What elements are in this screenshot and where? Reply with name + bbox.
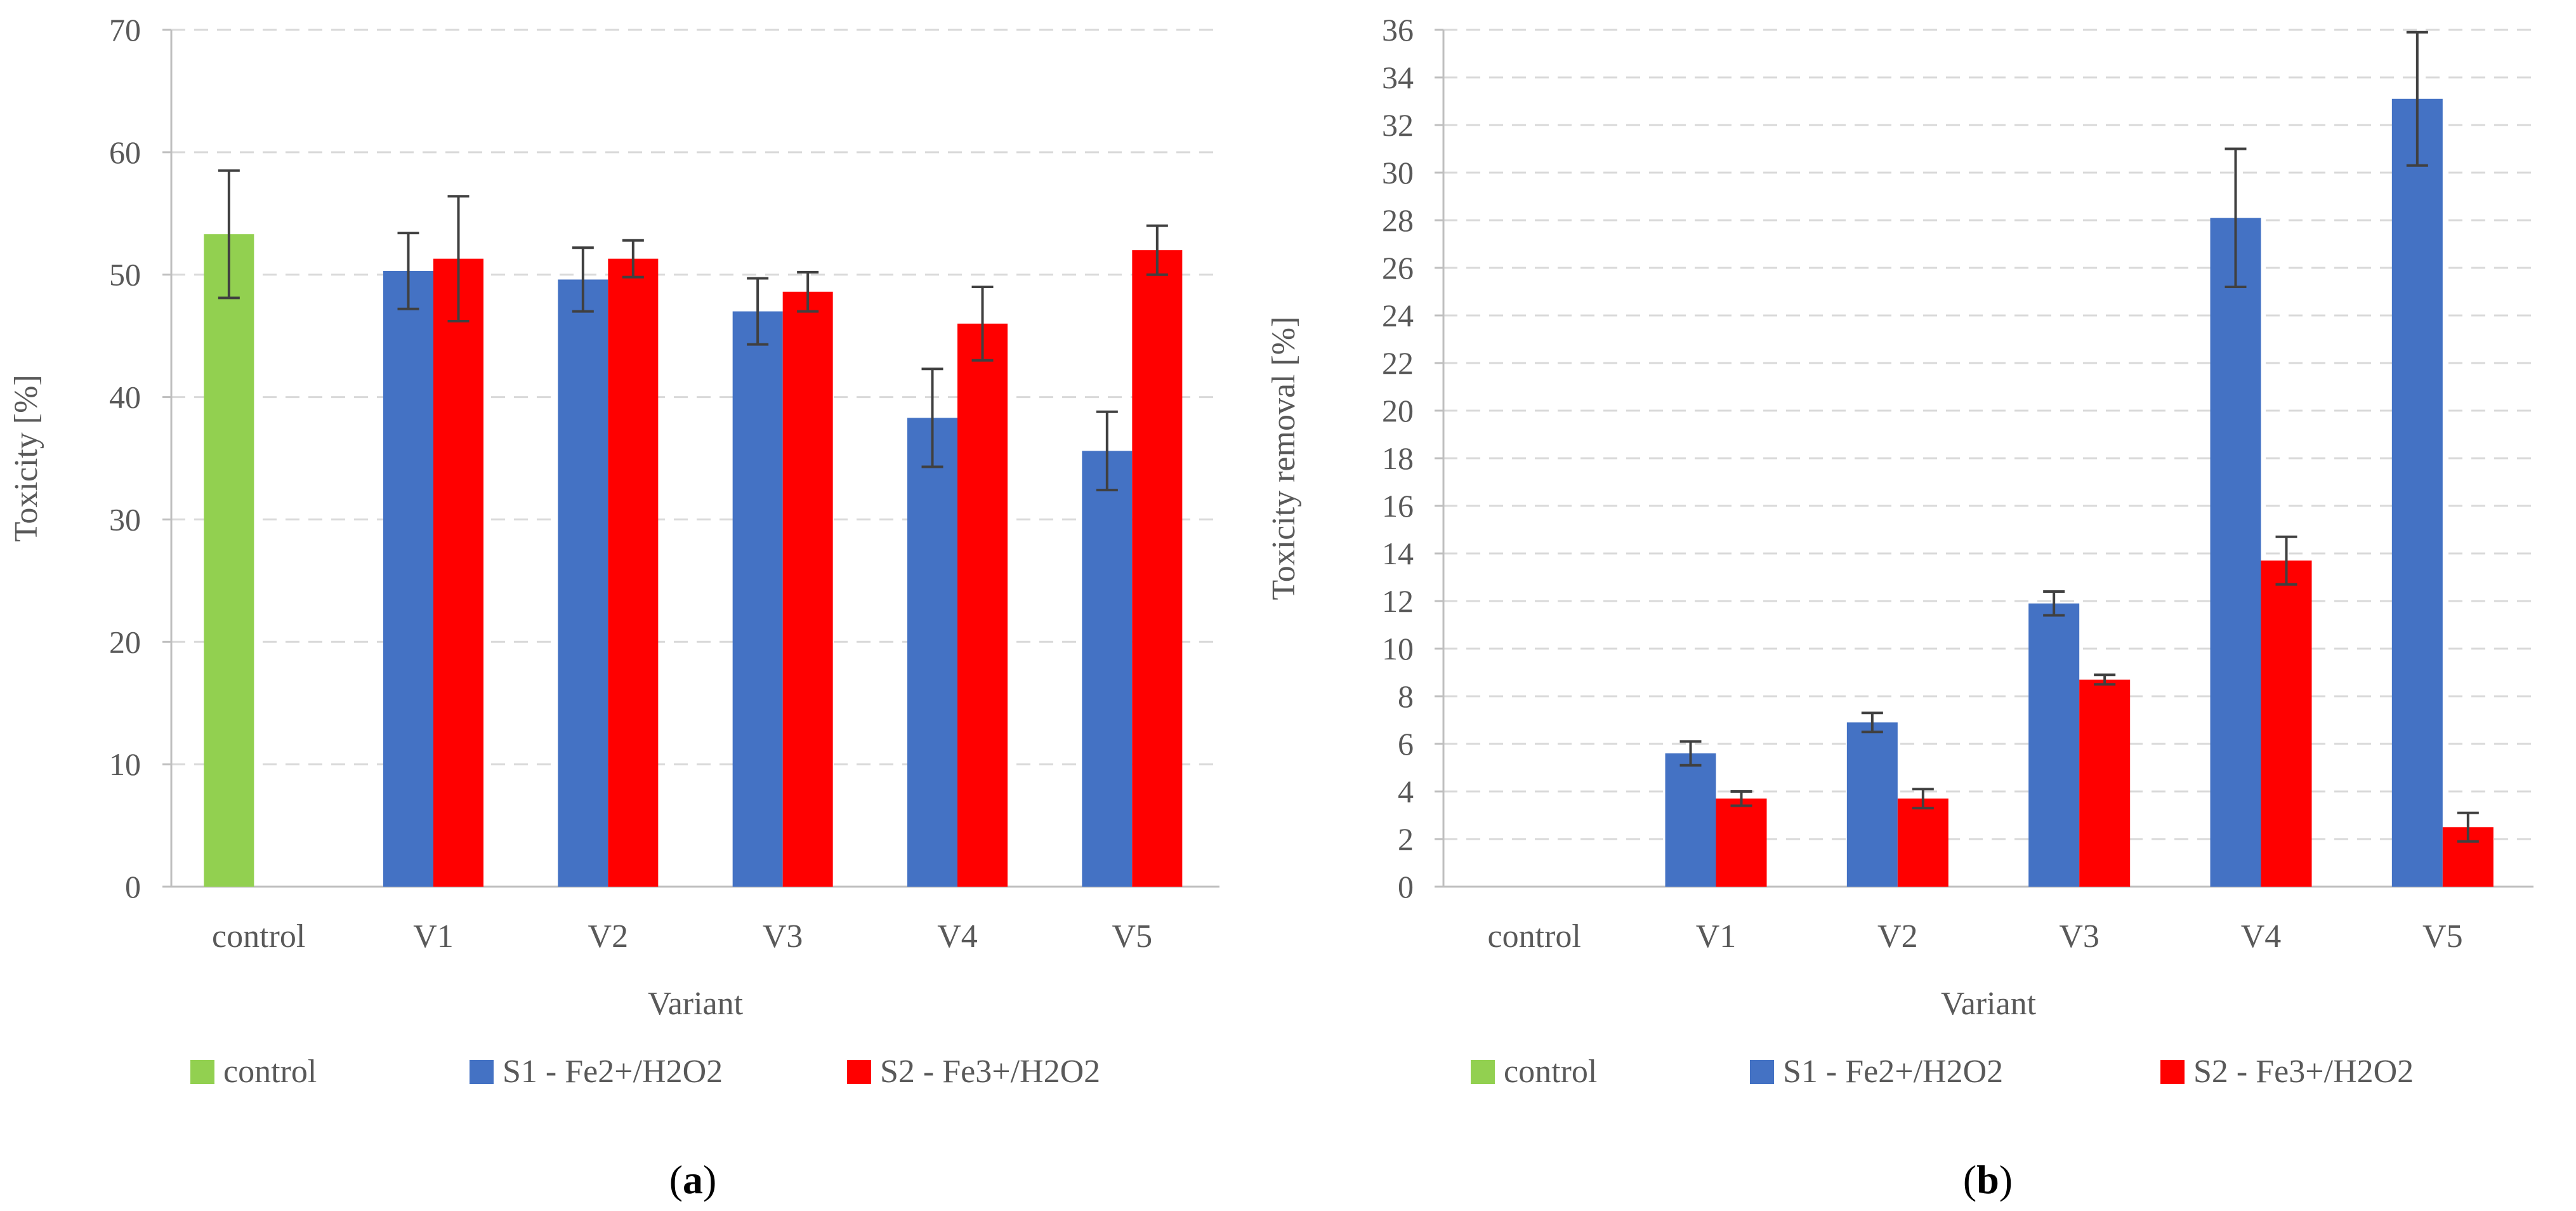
y-tick-label: 10 <box>1382 631 1414 666</box>
x-tick-label: V4 <box>2241 918 2282 955</box>
bar-s1-v3 <box>2028 603 2080 887</box>
panel-label-paren: ) <box>1999 1157 2013 1202</box>
y-tick-label: 18 <box>1382 440 1414 476</box>
y-tick-label: 60 <box>109 135 141 170</box>
x-tick-label: V5 <box>1112 918 1153 955</box>
y-tick-label: 50 <box>109 257 141 293</box>
bar-s1-v3 <box>732 311 783 887</box>
y-tick-label: 28 <box>1382 202 1414 238</box>
panel-label-paren: ( <box>1963 1157 1976 1202</box>
x-axis-title: Variant <box>1941 986 2037 1022</box>
y-tick-label: 0 <box>125 869 141 904</box>
panel-label: (b) <box>1963 1157 2013 1202</box>
x-tick-label: V4 <box>937 918 978 955</box>
bar-s2-v2 <box>608 258 659 887</box>
bar-s2-v4 <box>957 323 1008 887</box>
bar-s2-v3 <box>782 291 833 887</box>
x-tick-label: control <box>212 918 305 955</box>
y-tick-label: 24 <box>1382 298 1414 333</box>
panel-label-paren: ( <box>669 1157 683 1202</box>
y-tick-label: 22 <box>1382 345 1414 381</box>
x-tick-label: control <box>1488 918 1581 955</box>
y-tick-label: 40 <box>109 380 141 415</box>
bar-control-control <box>204 234 254 887</box>
legend-entry: S2 - Fe3+/H2O2 <box>880 1054 1100 1090</box>
y-tick-label: 2 <box>1398 821 1414 857</box>
x-tick-label: V2 <box>1877 918 1918 955</box>
x-tick-label: V1 <box>413 918 454 955</box>
y-tick-label: 12 <box>1382 583 1414 619</box>
bar-s2-v5 <box>1132 250 1183 887</box>
legend-entry: S1 - Fe2+/H2O2 <box>503 1054 723 1090</box>
y-tick-label: 36 <box>1382 12 1414 48</box>
legend-swatch-1 <box>470 1060 494 1084</box>
bar-s1-v2 <box>558 279 608 887</box>
bar-s2-v4 <box>2261 560 2312 887</box>
chart-a: 0 10 20 30 40 50 60 70 control V1 V2 V3 V4 V5 Variant T… <box>8 12 1219 1202</box>
bar-s1-v4 <box>2210 218 2261 887</box>
y-tick-label: 34 <box>1382 60 1414 95</box>
y-tick-label: 20 <box>109 624 141 659</box>
y-tick-label: 10 <box>109 746 141 782</box>
bar-s2-v3 <box>2079 679 2131 887</box>
x-tick-label: V2 <box>588 918 629 955</box>
panel-label-letter: a <box>683 1157 703 1202</box>
bar-s1-v1 <box>1665 753 1716 887</box>
x-tick-label: V5 <box>2422 918 2463 955</box>
y-tick-label: 4 <box>1398 774 1414 809</box>
legend-entry: control <box>223 1054 317 1090</box>
bar-s1-v5 <box>2391 98 2443 887</box>
legend-swatch-1 <box>1750 1060 1774 1084</box>
legend-entry: S2 - Fe3+/H2O2 <box>2193 1054 2414 1090</box>
y-tick-label: 30 <box>109 501 141 537</box>
y-tick-label: 20 <box>1382 393 1414 428</box>
y-axis-title: Toxicity [%] <box>8 374 44 542</box>
bar-s2-v1 <box>1716 798 1767 887</box>
y-tick-label: 70 <box>109 12 141 48</box>
y-tick-label: 6 <box>1398 726 1414 762</box>
bar-s1-v4 <box>907 418 957 887</box>
bar-s2-v1 <box>433 258 483 887</box>
x-tick-label: V1 <box>1696 918 1737 955</box>
y-tick-label: 26 <box>1382 250 1414 286</box>
legend-entry: control <box>1504 1054 1597 1090</box>
chart-b: 024681012141618202224262830323436control… <box>1266 12 2533 1202</box>
bar-s1-v5 <box>1082 451 1133 887</box>
legend-swatch-0 <box>1471 1060 1495 1084</box>
legend-swatch-2 <box>2160 1060 2185 1084</box>
bar-s1-v1 <box>383 270 433 887</box>
bar-s1-v2 <box>1846 722 1898 887</box>
y-tick-label: 14 <box>1382 536 1414 571</box>
x-tick-label: V3 <box>2059 918 2100 955</box>
legend-swatch-2 <box>847 1060 871 1084</box>
legend-swatch-0 <box>190 1060 214 1084</box>
y-tick-label: 32 <box>1382 107 1414 143</box>
y-tick-label: 8 <box>1398 678 1414 714</box>
bar-s2-v2 <box>1897 798 1948 887</box>
legend-entry: S1 - Fe2+/H2O2 <box>1783 1054 2003 1090</box>
y-tick-label: 30 <box>1382 155 1414 190</box>
y-axis-title: Toxicity removal [%] <box>1266 317 1302 600</box>
panel-label: (a) <box>669 1157 717 1202</box>
panel-label-letter: b <box>1976 1157 1999 1202</box>
y-tick-label: 16 <box>1382 488 1414 524</box>
panel-label-paren: ) <box>703 1157 716 1202</box>
x-axis-title: Variant <box>648 986 744 1022</box>
y-tick-label: 0 <box>1398 869 1414 904</box>
x-tick-label: V3 <box>763 918 803 955</box>
